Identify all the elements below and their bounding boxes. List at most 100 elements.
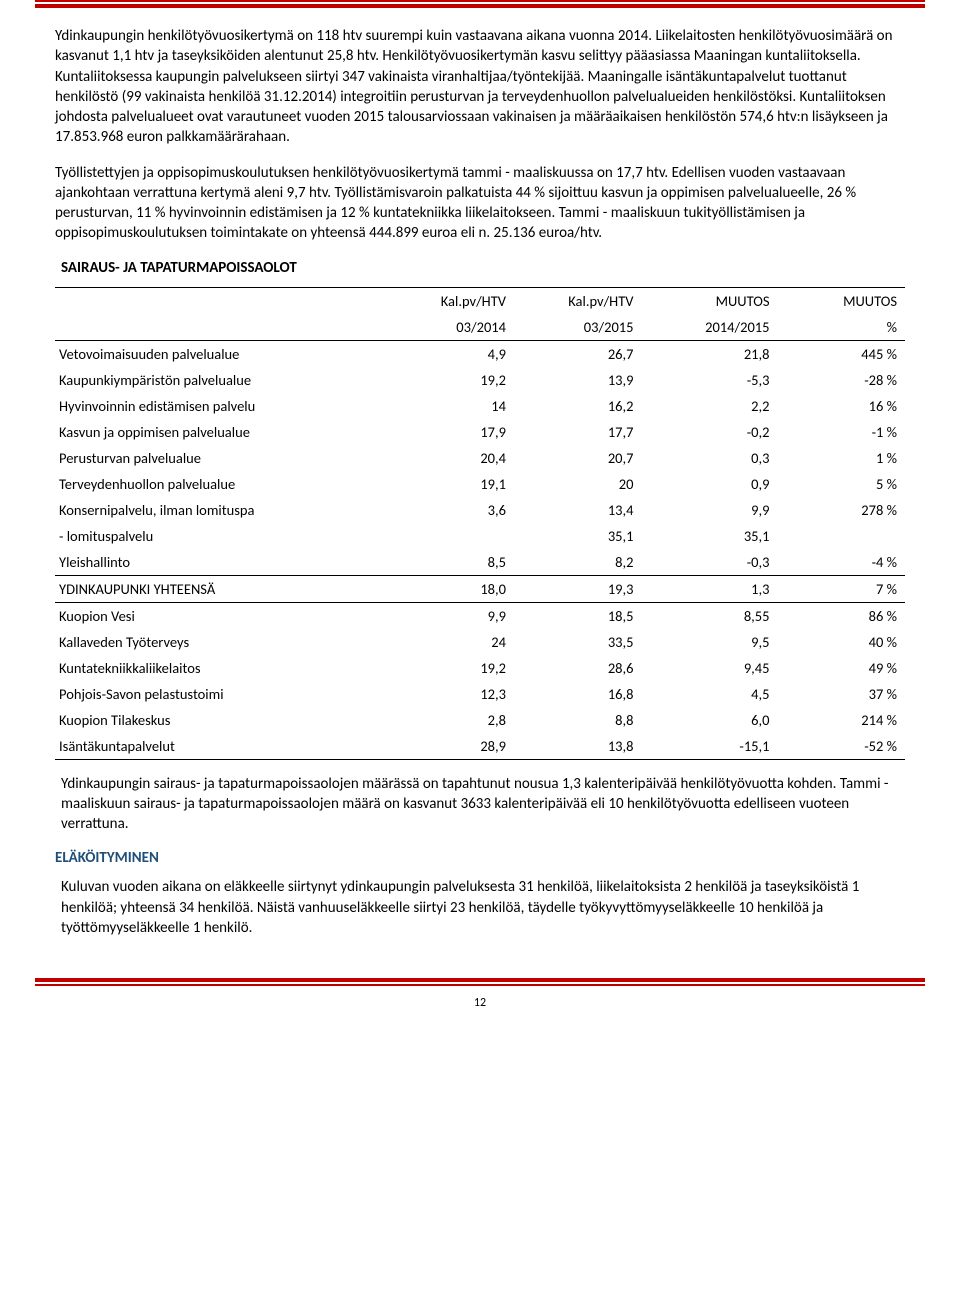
- th: %: [778, 314, 906, 341]
- page-content: Ydinkaupungin henkilötyövuosikertymä on …: [0, 8, 960, 968]
- td: 28,9: [387, 733, 515, 760]
- td: 20,7: [514, 445, 642, 471]
- td: 13,8: [514, 733, 642, 760]
- td: 16,2: [514, 393, 642, 419]
- td: -52 %: [778, 733, 906, 760]
- td-label: Kuopion Tilakeskus: [55, 707, 387, 733]
- td: -0,3: [642, 549, 778, 576]
- td: 18,0: [387, 575, 515, 602]
- td-label: Kuopion Vesi: [55, 602, 387, 629]
- th: Kal.pv/HTV: [514, 287, 642, 314]
- td: -4 %: [778, 549, 906, 576]
- td: 9,9: [642, 497, 778, 523]
- td: 5 %: [778, 471, 906, 497]
- td: -1 %: [778, 419, 906, 445]
- td-label: Vetovoimaisuuden palvelualue: [55, 340, 387, 367]
- table-row: Konsernipalvelu, ilman lomituspa3,613,49…: [55, 497, 905, 523]
- td-label: Terveydenhuollon palvelualue: [55, 471, 387, 497]
- paragraph: Työllistettyjen ja oppisopimuskoulutukse…: [55, 163, 905, 244]
- td: 4,9: [387, 340, 515, 367]
- td: 4,5: [642, 681, 778, 707]
- td: 7 %: [778, 575, 906, 602]
- td: 35,1: [514, 523, 642, 549]
- td-label: Hyvinvoinnin edistämisen palvelu: [55, 393, 387, 419]
- td: -0,2: [642, 419, 778, 445]
- table-row: Terveydenhuollon palvelualue19,1200,95 %: [55, 471, 905, 497]
- td-label: Yleishallinto: [55, 549, 387, 576]
- table-row-total: YDINKAUPUNKI YHTEENSÄ 18,0 19,3 1,3 7 %: [55, 575, 905, 602]
- td: 1,3: [642, 575, 778, 602]
- table-row: Vetovoimaisuuden palvelualue4,926,721,84…: [55, 340, 905, 367]
- td: 24: [387, 629, 515, 655]
- td-label: Kasvun ja oppimisen palvelualue: [55, 419, 387, 445]
- table-row: Kallaveden Työterveys2433,59,540 %: [55, 629, 905, 655]
- th: MUUTOS: [642, 287, 778, 314]
- td: 19,2: [387, 367, 515, 393]
- decor-line: [35, 984, 925, 986]
- section-heading: ELÄKÖITYMINEN: [55, 849, 905, 867]
- table-row: Kuntatekniikkaliikelaitos19,228,69,4549 …: [55, 655, 905, 681]
- table-header: Kal.pv/HTV Kal.pv/HTV MUUTOS MUUTOS 03/2…: [55, 287, 905, 340]
- td: 40 %: [778, 629, 906, 655]
- td: [778, 523, 906, 549]
- td: -28 %: [778, 367, 906, 393]
- td: 8,2: [514, 549, 642, 576]
- paragraph: Kuluvan vuoden aikana on eläkkeelle siir…: [55, 877, 905, 938]
- td: 21,8: [642, 340, 778, 367]
- table-row: Perusturvan palvelualue20,420,70,31 %: [55, 445, 905, 471]
- table-row: - lomituspalvelu 35,135,1: [55, 523, 905, 549]
- td: 28,6: [514, 655, 642, 681]
- table-row: Yleishallinto8,58,2-0,3-4 %: [55, 549, 905, 576]
- td: 20,4: [387, 445, 515, 471]
- td: 18,5: [514, 602, 642, 629]
- table-total: YDINKAUPUNKI YHTEENSÄ 18,0 19,3 1,3 7 %: [55, 575, 905, 602]
- page-number: 12: [0, 996, 960, 1010]
- td: 13,9: [514, 367, 642, 393]
- td: 278 %: [778, 497, 906, 523]
- td-label: Isäntäkuntapalvelut: [55, 733, 387, 760]
- td: 26,7: [514, 340, 642, 367]
- table-row: Kuopion Vesi9,918,58,5586 %: [55, 602, 905, 629]
- table-body: Vetovoimaisuuden palvelualue4,926,721,84…: [55, 340, 905, 575]
- table-row: Kaupunkiympäristön palvelualue19,213,9-5…: [55, 367, 905, 393]
- th: Kal.pv/HTV: [387, 287, 515, 314]
- td: 35,1: [642, 523, 778, 549]
- table-row: Pohjois-Savon pelastustoimi12,316,84,537…: [55, 681, 905, 707]
- td: 20: [514, 471, 642, 497]
- td: 19,3: [514, 575, 642, 602]
- td: 8,55: [642, 602, 778, 629]
- td: 17,9: [387, 419, 515, 445]
- td: 2,8: [387, 707, 515, 733]
- decor-line: [35, 0, 925, 2]
- td: 445 %: [778, 340, 906, 367]
- td: 12,3: [387, 681, 515, 707]
- td: 37 %: [778, 681, 906, 707]
- table-row: Kuopion Tilakeskus2,88,86,0214 %: [55, 707, 905, 733]
- td: 6,0: [642, 707, 778, 733]
- td: 49 %: [778, 655, 906, 681]
- td-label: Kaupunkiympäristön palvelualue: [55, 367, 387, 393]
- td: 9,5: [642, 629, 778, 655]
- th-blank: [55, 314, 387, 341]
- td: 13,4: [514, 497, 642, 523]
- td: 9,45: [642, 655, 778, 681]
- paragraph: Ydinkaupungin henkilötyövuosikertymä on …: [55, 26, 905, 148]
- table-body: Kuopion Vesi9,918,58,5586 %Kallaveden Ty…: [55, 602, 905, 759]
- td-label: Konsernipalvelu, ilman lomituspa: [55, 497, 387, 523]
- td: 16 %: [778, 393, 906, 419]
- td-label: - lomituspalvelu: [55, 523, 387, 549]
- td: 214 %: [778, 707, 906, 733]
- td: [387, 523, 515, 549]
- td-label: Kuntatekniikkaliikelaitos: [55, 655, 387, 681]
- td: 8,5: [387, 549, 515, 576]
- td: 0,3: [642, 445, 778, 471]
- td: 8,8: [514, 707, 642, 733]
- footer-decor: [0, 968, 960, 986]
- table-row: Kasvun ja oppimisen palvelualue17,917,7-…: [55, 419, 905, 445]
- header-decor: [0, 0, 960, 8]
- td: 3,6: [387, 497, 515, 523]
- th: 03/2014: [387, 314, 515, 341]
- td: 19,1: [387, 471, 515, 497]
- th: 2014/2015: [642, 314, 778, 341]
- td-label: Perusturvan palvelualue: [55, 445, 387, 471]
